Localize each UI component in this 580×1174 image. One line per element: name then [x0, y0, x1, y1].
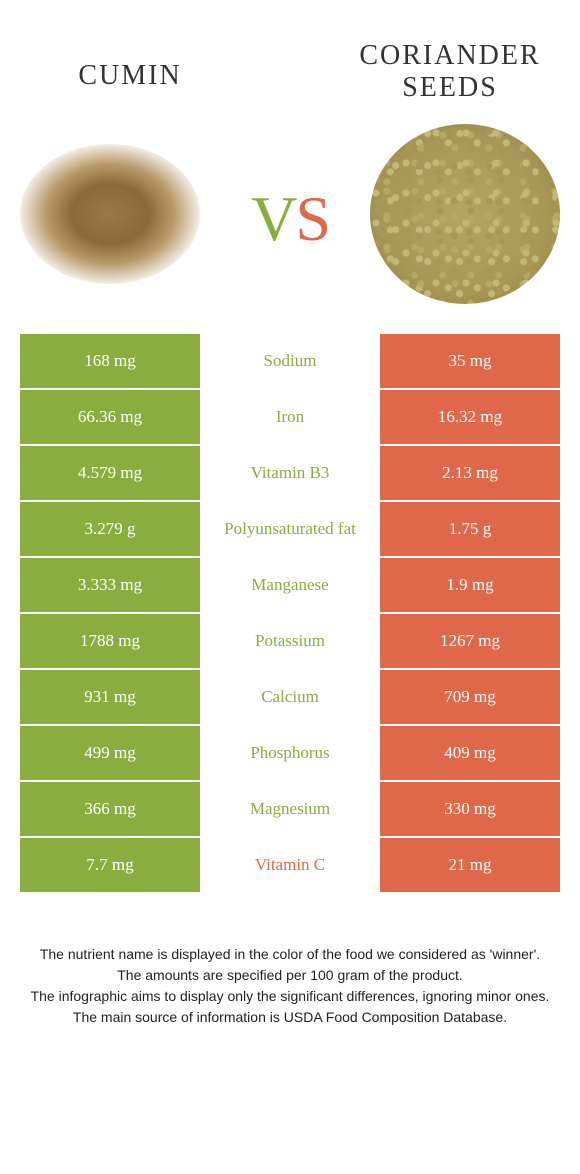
- right-value-cell: 2.13 mg: [380, 446, 560, 500]
- right-value-cell: 1.75 g: [380, 502, 560, 556]
- left-food-title: CUMIN: [30, 40, 230, 92]
- nutrient-label-cell: Iron: [200, 390, 380, 444]
- footer-line: The amounts are specified per 100 gram o…: [30, 965, 550, 986]
- right-value-cell: 1267 mg: [380, 614, 560, 668]
- right-value-cell: 16.32 mg: [380, 390, 560, 444]
- footer-line: The infographic aims to display only the…: [30, 986, 550, 1007]
- footer-line: The nutrient name is displayed in the co…: [30, 944, 550, 965]
- right-value-cell: 1.9 mg: [380, 558, 560, 612]
- coriander-image: [370, 124, 560, 304]
- nutrient-label-cell: Polyunsaturated fat: [200, 502, 380, 556]
- right-value-cell: 21 mg: [380, 838, 560, 892]
- footer-line: The main source of information is USDA F…: [30, 1007, 550, 1028]
- nutrient-label-cell: Calcium: [200, 670, 380, 724]
- left-value-cell: 168 mg: [20, 334, 200, 388]
- table-row: 66.36 mgIron16.32 mg: [20, 390, 560, 444]
- table-row: 931 mgCalcium709 mg: [20, 670, 560, 724]
- left-value-cell: 1788 mg: [20, 614, 200, 668]
- right-value-cell: 409 mg: [380, 726, 560, 780]
- right-value-cell: 330 mg: [380, 782, 560, 836]
- nutrient-label-cell: Vitamin C: [200, 838, 380, 892]
- table-row: 7.7 mgVitamin C21 mg: [20, 838, 560, 892]
- comparison-table: 168 mgSodium35 mg66.36 mgIron16.32 mg4.5…: [20, 334, 560, 892]
- left-value-cell: 66.36 mg: [20, 390, 200, 444]
- table-row: 4.579 mgVitamin B32.13 mg: [20, 446, 560, 500]
- cumin-image: [20, 144, 200, 284]
- table-row: 499 mgPhosphorus409 mg: [20, 726, 560, 780]
- left-value-cell: 499 mg: [20, 726, 200, 780]
- table-row: 1788 mgPotassium1267 mg: [20, 614, 560, 668]
- table-row: 366 mgMagnesium330 mg: [20, 782, 560, 836]
- right-value-cell: 709 mg: [380, 670, 560, 724]
- left-value-cell: 4.579 mg: [20, 446, 200, 500]
- vs-v-letter: V: [251, 183, 295, 254]
- vs-s-letter: S: [295, 183, 329, 254]
- right-food-title: CORIANDER SEEDS: [350, 40, 550, 104]
- table-row: 168 mgSodium35 mg: [20, 334, 560, 388]
- nutrient-label-cell: Sodium: [200, 334, 380, 388]
- right-value-cell: 35 mg: [380, 334, 560, 388]
- images-row: VS: [0, 114, 580, 324]
- nutrient-label-cell: Manganese: [200, 558, 380, 612]
- left-value-cell: 3.333 mg: [20, 558, 200, 612]
- nutrient-label-cell: Phosphorus: [200, 726, 380, 780]
- footer-notes: The nutrient name is displayed in the co…: [0, 894, 580, 1028]
- table-row: 3.333 mgManganese1.9 mg: [20, 558, 560, 612]
- table-row: 3.279 gPolyunsaturated fat1.75 g: [20, 502, 560, 556]
- nutrient-label-cell: Magnesium: [200, 782, 380, 836]
- left-value-cell: 3.279 g: [20, 502, 200, 556]
- vs-label: VS: [251, 182, 329, 256]
- header: CUMIN CORIANDER SEEDS: [0, 0, 580, 114]
- left-value-cell: 7.7 mg: [20, 838, 200, 892]
- left-value-cell: 931 mg: [20, 670, 200, 724]
- nutrient-label-cell: Vitamin B3: [200, 446, 380, 500]
- left-value-cell: 366 mg: [20, 782, 200, 836]
- nutrient-label-cell: Potassium: [200, 614, 380, 668]
